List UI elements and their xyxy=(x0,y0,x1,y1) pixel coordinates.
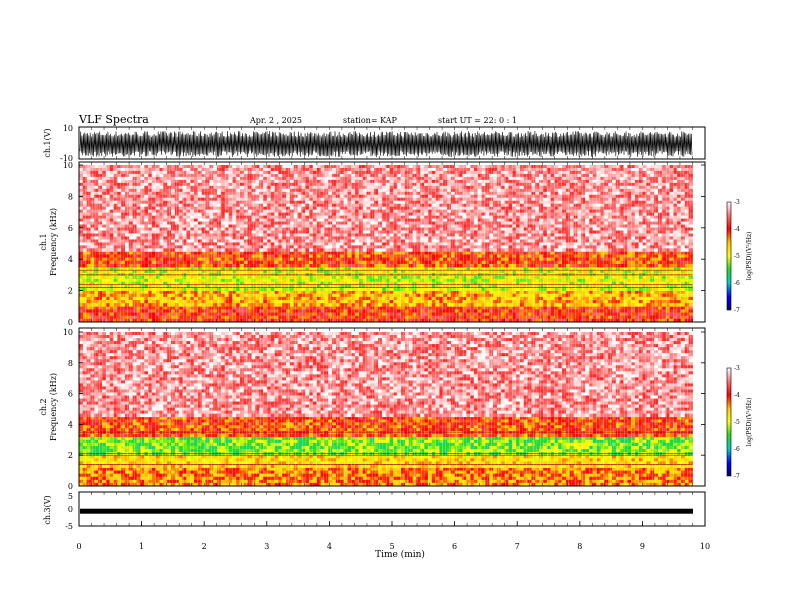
figure-title: VLF Spectra xyxy=(78,113,149,126)
start-time-label: start UT = 22: 0 : 1 xyxy=(438,116,517,125)
ch1-ytick-top: 10 xyxy=(63,124,73,133)
ch1-waveform-panel: ch.1(V) 10 -10 xyxy=(43,124,706,163)
ch1-ytick-bottom: -10 xyxy=(60,154,73,163)
ch1-waveform xyxy=(79,130,693,158)
ch1-ylabel: ch.1(V) xyxy=(43,128,52,157)
station-label: station= KAP xyxy=(343,116,398,125)
date-label: Apr. 2 , 2025 xyxy=(249,116,302,125)
ch1-waveform-trace xyxy=(79,130,693,158)
